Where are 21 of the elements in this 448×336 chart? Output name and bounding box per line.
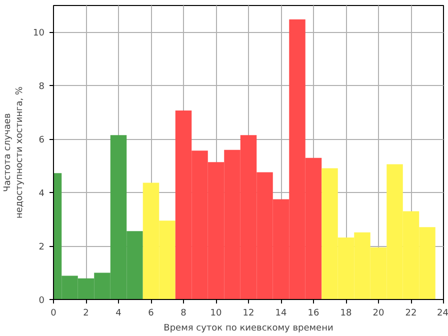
- x-tick-label: 20: [372, 308, 384, 318]
- x-tick-label: 12: [242, 308, 254, 318]
- y-axis-title: Частота случаев недоступности хостинга, %: [3, 86, 26, 219]
- y-tick-label: 4: [38, 189, 45, 200]
- x-tick-label: 18: [340, 308, 352, 318]
- x-tick-label: 0: [50, 308, 57, 318]
- x-tick-label: 14: [275, 308, 287, 318]
- y-tick-label: 2: [38, 242, 45, 253]
- y-tick-label: 0: [38, 296, 45, 306]
- x-tick-label: 22: [405, 308, 417, 318]
- x-tick-label: 8: [180, 308, 187, 318]
- x-axis-title: Время суток по киевскому времени: [164, 324, 334, 334]
- y-tick-label: 8: [38, 82, 45, 92]
- x-tick-label: 10: [210, 308, 222, 318]
- x-tick-label: 6: [148, 308, 154, 318]
- x-tick-label: 24: [437, 308, 448, 318]
- x-tick-label: 16: [308, 308, 320, 318]
- x-tick-label: 4: [116, 308, 122, 318]
- x-tick-label: 2: [83, 308, 89, 318]
- y-tick-label: 6: [38, 136, 45, 146]
- y-tick-label: 10: [33, 28, 45, 39]
